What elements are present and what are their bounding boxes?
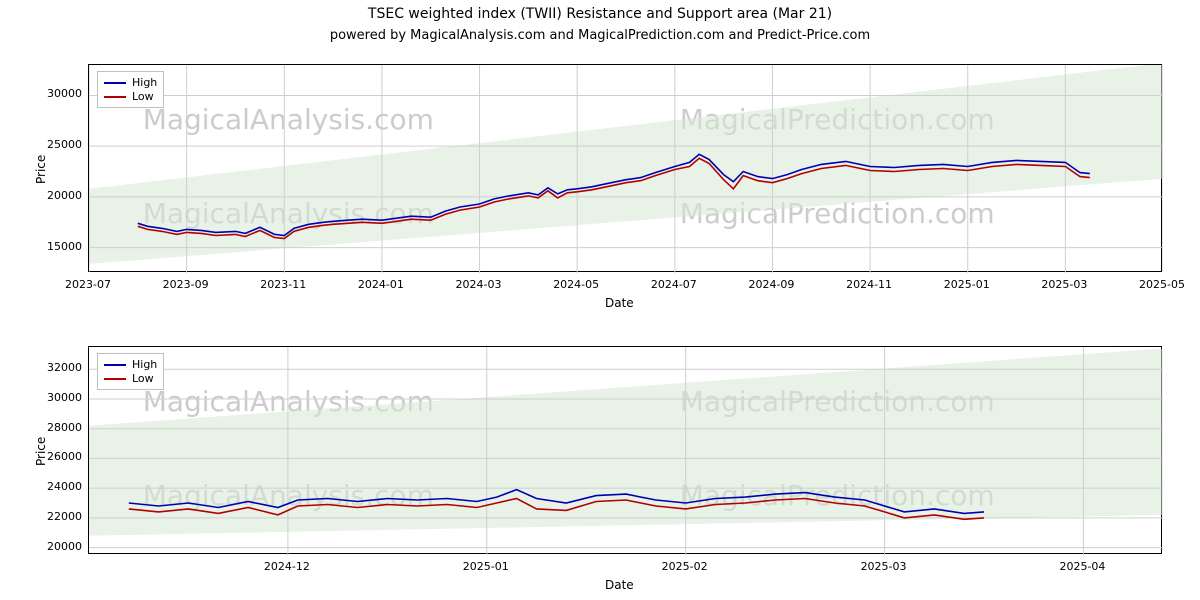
chart-title: TSEC weighted index (TWII) Resistance an… [0, 6, 1200, 22]
x-tick-label: 2025-01 [944, 278, 990, 291]
y-tick-label: 32000 [47, 361, 82, 374]
chart-subtitle: powered by MagicalAnalysis.com and Magic… [0, 28, 1200, 43]
legend-swatch [104, 378, 126, 380]
legend-swatch [104, 96, 126, 98]
x-tick-label: 2024-11 [846, 278, 892, 291]
x-tick-label: 2024-12 [264, 560, 310, 573]
x-tick-label: 2024-01 [358, 278, 404, 291]
x-tick-label: 2023-09 [163, 278, 209, 291]
y-tick-label: 25000 [47, 138, 82, 151]
y-tick-label: 24000 [47, 480, 82, 493]
bottom-plot-frame: MagicalAnalysis.comMagicalPrediction.com… [88, 346, 1162, 554]
y-tick-label: 30000 [47, 87, 82, 100]
legend-item: High [104, 76, 157, 90]
legend-label: High [132, 358, 157, 372]
x-tick-label: 2023-07 [65, 278, 111, 291]
y-tick-label: 30000 [47, 391, 82, 404]
x-tick-label: 2025-01 [463, 560, 509, 573]
top-y-axis-label: Price [34, 155, 48, 184]
x-tick-label: 2025-03 [861, 560, 907, 573]
y-tick-label: 20000 [47, 540, 82, 553]
legend-label: Low [132, 372, 154, 386]
top-legend: HighLow [97, 71, 164, 108]
x-tick-label: 2023-11 [260, 278, 306, 291]
legend-label: Low [132, 90, 154, 104]
y-tick-label: 15000 [47, 240, 82, 253]
x-tick-label: 2024-07 [651, 278, 697, 291]
legend-swatch [104, 82, 126, 84]
bottom-y-axis-label: Price [34, 437, 48, 466]
legend-item: Low [104, 372, 157, 386]
y-tick-label: 26000 [47, 450, 82, 463]
bottom-legend: HighLow [97, 353, 164, 390]
bottom-x-axis-label: Date [605, 578, 634, 592]
legend-item: High [104, 358, 157, 372]
legend-item: Low [104, 90, 157, 104]
y-tick-label: 28000 [47, 421, 82, 434]
y-tick-label: 20000 [47, 189, 82, 202]
x-tick-label: 2025-02 [662, 560, 708, 573]
bottom-plot-svg [89, 347, 1163, 555]
x-tick-label: 2025-03 [1041, 278, 1087, 291]
x-tick-label: 2025-05 [1139, 278, 1185, 291]
top-x-axis-label: Date [605, 296, 634, 310]
x-tick-label: 2024-05 [553, 278, 599, 291]
y-tick-label: 22000 [47, 510, 82, 523]
x-tick-label: 2024-09 [748, 278, 794, 291]
x-tick-label: 2024-03 [456, 278, 502, 291]
top-plot-svg [89, 65, 1163, 273]
x-tick-label: 2025-04 [1059, 560, 1105, 573]
top-plot-frame: MagicalAnalysis.comMagicalPrediction.com… [88, 64, 1162, 272]
legend-label: High [132, 76, 157, 90]
legend-swatch [104, 364, 126, 366]
